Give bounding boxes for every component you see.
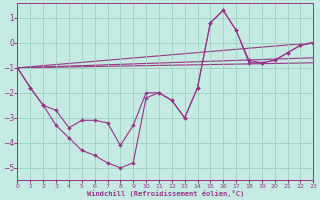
X-axis label: Windchill (Refroidissement éolien,°C): Windchill (Refroidissement éolien,°C)	[87, 190, 244, 197]
